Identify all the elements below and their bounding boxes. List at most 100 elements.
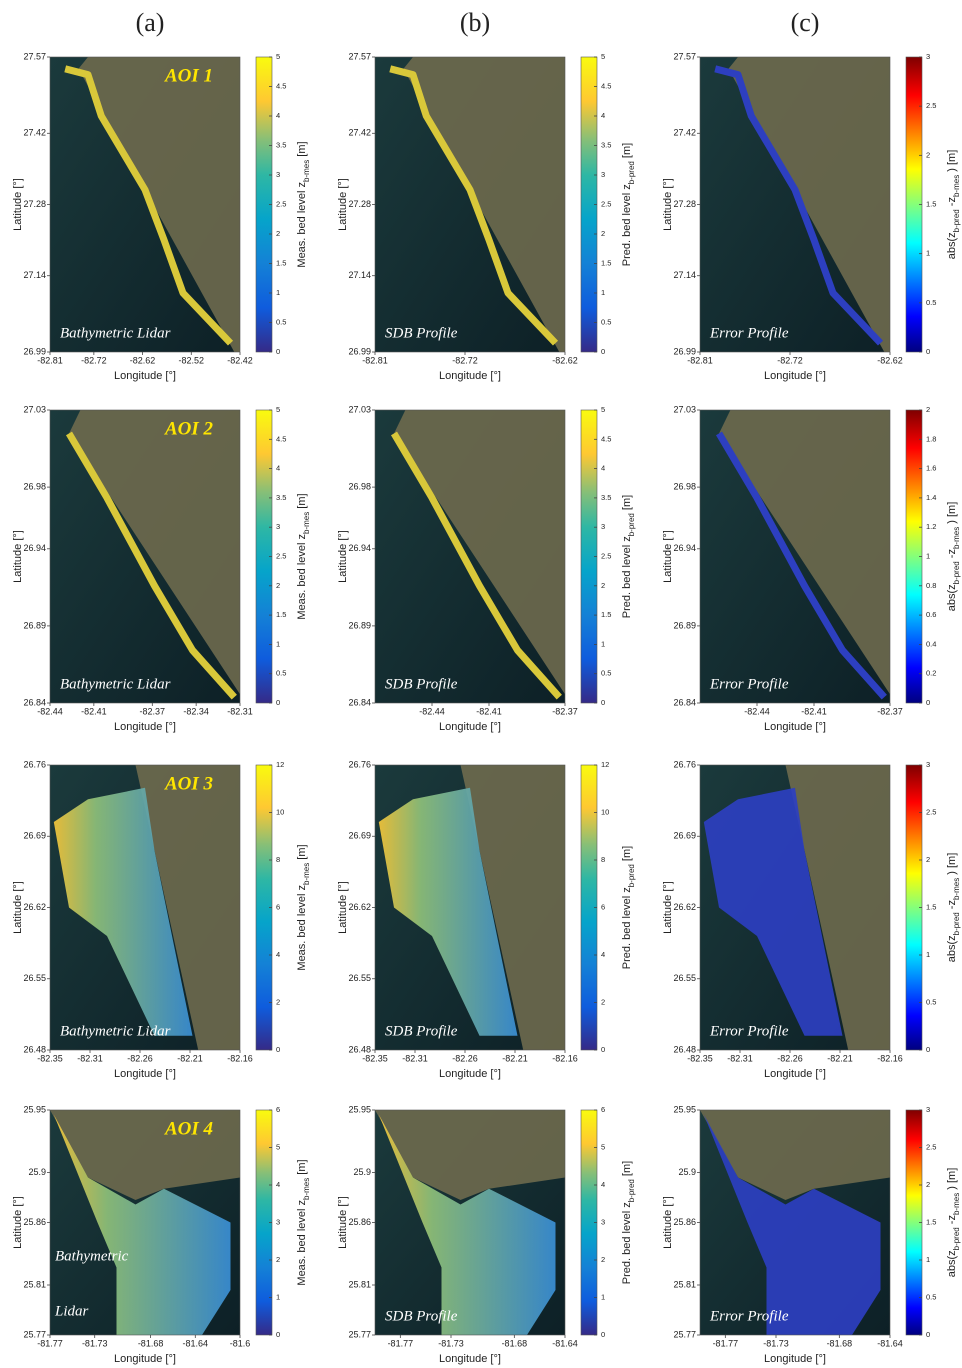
colorbar-tick-label: 2 xyxy=(276,229,280,238)
map-land xyxy=(135,765,240,1050)
y-tick-label: 26.55 xyxy=(673,973,696,983)
x-axis-label: Longitude [°] xyxy=(764,1353,826,1365)
colorbar-label-part: b-mes xyxy=(952,1193,961,1215)
colorbar-label-part: b-pred xyxy=(952,209,961,232)
colorbar-label-part: -z xyxy=(946,549,958,561)
y-tick-label: 27.57 xyxy=(23,51,46,61)
y-tick-label: 27.03 xyxy=(348,404,371,414)
colorbar-tick-label: 4 xyxy=(276,111,280,120)
colorbar-tick-label: 2 xyxy=(601,581,605,590)
map-land xyxy=(460,765,565,1050)
colorbar-tick-label: 1.5 xyxy=(601,610,611,619)
map-land xyxy=(719,410,890,695)
colorbar-label-part: Meas. bed level z xyxy=(296,885,308,971)
x-tick-label: -82.16 xyxy=(877,1053,903,1063)
x-axis-label: Longitude [°] xyxy=(764,721,826,733)
colorbar-tick-label: 0.5 xyxy=(601,317,611,326)
colorbar-tick-label: 1 xyxy=(926,249,930,258)
x-tick-label: -81.68 xyxy=(827,1338,853,1348)
y-tick-label: 26.99 xyxy=(673,346,696,356)
colorbar-tick-label: 0 xyxy=(276,1330,280,1339)
overlay-label: Error Profile xyxy=(709,676,789,692)
map-land xyxy=(50,1110,240,1200)
colorbar-tick-label: 6 xyxy=(601,1105,605,1114)
x-tick-label: -81.64 xyxy=(552,1338,578,1348)
colorbar-tick-label: 1.5 xyxy=(926,902,936,911)
y-axis-label: Latitude [°] xyxy=(337,178,349,231)
colorbar-tick-label: 1 xyxy=(276,1292,280,1301)
colorbar-tick-label: 2 xyxy=(926,150,930,159)
y-axis-label: Latitude [°] xyxy=(12,881,24,934)
y-tick-label: 25.77 xyxy=(23,1329,46,1339)
profile-area xyxy=(703,1114,881,1335)
colorbar-tick-label: 3.5 xyxy=(276,493,286,502)
colorbar-label-part: abs(z xyxy=(946,232,958,259)
colorbar-tick-label: 3.5 xyxy=(601,140,611,149)
y-tick-label: 27.03 xyxy=(23,404,46,414)
x-axis-label: Longitude [°] xyxy=(114,1068,176,1080)
colorbar-tick-label: 2.5 xyxy=(926,1142,936,1151)
y-tick-label: 26.48 xyxy=(673,1044,696,1054)
colorbar-tick-label: 4 xyxy=(601,1180,605,1189)
x-tick-label: -82.16 xyxy=(552,1053,578,1063)
overlay-label: Bathymetric xyxy=(55,1248,129,1264)
colorbar-tick-label: 1 xyxy=(601,288,605,297)
colorbar-label: Pred. bed level zb-pred [m] xyxy=(621,846,636,969)
y-tick-label: 26.76 xyxy=(673,759,696,769)
colorbar-label-part: Meas. bed level z xyxy=(296,182,308,268)
colorbar-label: Pred. bed level zb-pred [m] xyxy=(621,143,636,266)
colorbar-label: Meas. bed level zb-mes [m] xyxy=(296,844,311,970)
colorbar-label-part: -z xyxy=(946,1215,958,1227)
x-tick-label: -82.81 xyxy=(687,355,713,365)
colorbar-tick-label: 2.5 xyxy=(926,807,936,816)
overlay-label: Bathymetric Lidar xyxy=(60,1023,171,1039)
colorbar-tick-label: 2.5 xyxy=(601,551,611,560)
x-tick-label: -82.81 xyxy=(37,355,63,365)
colorbar-tick-label: 2 xyxy=(276,1255,280,1264)
colorbar-tick-label: 1.6 xyxy=(926,464,936,473)
x-tick-label: -82.62 xyxy=(877,355,903,365)
colorbar-tick-label: 0.5 xyxy=(276,669,286,678)
x-tick-label: -82.42 xyxy=(227,355,253,365)
y-axis-label: Latitude [°] xyxy=(12,530,24,583)
x-axis-label: Longitude [°] xyxy=(114,1353,176,1365)
x-tick-label: -82.72 xyxy=(452,355,478,365)
colorbar-label: Pred. bed level zb-pred [m] xyxy=(621,1161,636,1284)
y-tick-label: 25.95 xyxy=(23,1104,46,1114)
overlay-label: Bathymetric Lidar xyxy=(60,676,171,692)
y-tick-label: 26.84 xyxy=(348,697,371,707)
x-tick-label: -82.31 xyxy=(77,1053,103,1063)
map-land xyxy=(700,1110,890,1200)
map-land xyxy=(375,1110,565,1200)
colorbar-label-part: b-pred xyxy=(952,912,961,935)
map-land xyxy=(78,57,240,352)
colorbar-tick-label: 3 xyxy=(276,522,280,531)
colorbar-tick-label: 0.4 xyxy=(926,639,936,648)
y-tick-label: 25.81 xyxy=(673,1279,696,1289)
aoi-label: AOI 4 xyxy=(164,1118,213,1139)
colorbar-tick-label: 8 xyxy=(601,855,605,864)
colorbar-tick-label: 0.5 xyxy=(926,1292,936,1301)
x-axis-label: Longitude [°] xyxy=(439,721,501,733)
colorbar-label-part: Meas. bed level z xyxy=(296,534,308,620)
y-tick-label: 26.48 xyxy=(348,1044,371,1054)
y-tick-label: 25.95 xyxy=(348,1104,371,1114)
y-axis-label: Latitude [°] xyxy=(662,530,674,583)
coast-profile xyxy=(715,431,887,700)
colorbar-tick-label: 0.8 xyxy=(926,581,936,590)
profile-area xyxy=(53,1114,231,1335)
colorbar-tick-label: 2 xyxy=(926,405,930,414)
colorbar-tick-label: 1 xyxy=(276,288,280,297)
overlay-label: SDB Profile xyxy=(385,1308,458,1324)
x-tick-label: -82.21 xyxy=(177,1053,203,1063)
colorbar-label-part: b-pred xyxy=(627,1179,636,1202)
overlay-label: Error Profile xyxy=(709,325,789,341)
colorbar-tick-label: 2 xyxy=(601,1255,605,1264)
colorbar-tick-label: 3 xyxy=(601,170,605,179)
colorbar-label-part: Pred. bed level z xyxy=(621,1202,633,1284)
colorbar-tick-label: 4.5 xyxy=(601,81,611,90)
colorbar-tick-label: 0 xyxy=(276,1045,280,1054)
colorbar-tick-label: 3.5 xyxy=(601,493,611,502)
colorbar-tick-label: 3 xyxy=(926,1105,930,1114)
y-tick-label: 26.98 xyxy=(348,481,371,491)
